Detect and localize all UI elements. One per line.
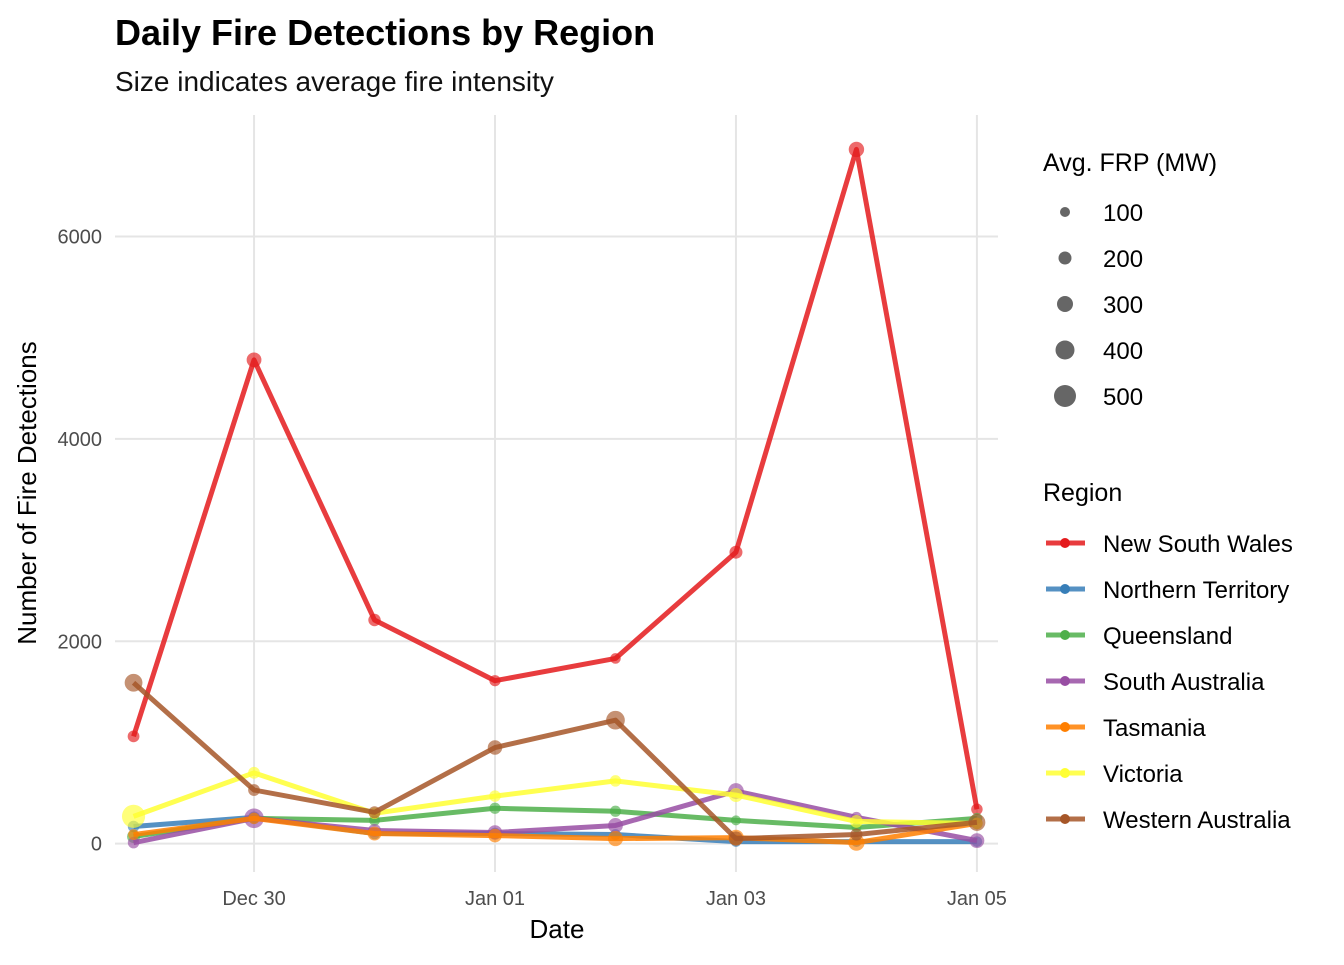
data-point bbox=[728, 831, 744, 846]
data-point bbox=[248, 766, 260, 779]
data-point bbox=[121, 804, 146, 828]
size-legend-key bbox=[1054, 385, 1076, 407]
data-point bbox=[606, 710, 625, 730]
color-legend-label: Queensland bbox=[1103, 623, 1232, 650]
color-legend-dot bbox=[1060, 768, 1070, 778]
data-point bbox=[729, 545, 743, 559]
series-western-australia bbox=[124, 673, 986, 846]
y-tick-label: 0 bbox=[91, 834, 102, 856]
color-legend-label: New South Wales bbox=[1103, 531, 1293, 558]
color-legend-label: South Australia bbox=[1103, 669, 1265, 696]
x-tick-label: Jan 03 bbox=[706, 888, 766, 910]
y-tick-label: 6000 bbox=[58, 226, 103, 248]
data-point bbox=[127, 730, 140, 743]
data-point bbox=[607, 831, 624, 847]
series-line bbox=[132, 770, 977, 826]
series-line bbox=[131, 146, 980, 810]
chart-title: Daily Fire Detections by Region bbox=[115, 12, 655, 53]
data-point bbox=[489, 790, 501, 802]
color-legend-item: Queensland bbox=[1046, 623, 1232, 650]
color-legend-title: Region bbox=[1043, 479, 1122, 507]
data-point bbox=[971, 803, 983, 816]
data-point bbox=[729, 788, 743, 803]
data-point bbox=[609, 775, 622, 787]
data-point bbox=[730, 815, 741, 826]
data-point bbox=[609, 805, 622, 817]
size-legend-label: 200 bbox=[1103, 246, 1143, 273]
data-point bbox=[368, 613, 381, 627]
size-legend-item: 300 bbox=[1057, 292, 1143, 319]
data-point bbox=[968, 813, 986, 831]
x-axis-label: Date bbox=[530, 914, 585, 944]
size-legend-item: 400 bbox=[1055, 338, 1143, 365]
data-point bbox=[246, 352, 262, 368]
size-legend: 100 200 300 400 500 bbox=[1054, 200, 1143, 411]
x-tick-label: Dec 30 bbox=[222, 888, 285, 910]
color-legend-item: Victoria bbox=[1046, 761, 1183, 788]
chart-subtitle: Size indicates average fire intensity bbox=[115, 66, 554, 97]
size-legend-item: 100 bbox=[1060, 200, 1143, 227]
data-point bbox=[608, 818, 623, 833]
size-legend-label: 400 bbox=[1103, 338, 1143, 365]
data-point bbox=[124, 673, 143, 692]
y-axis-label: Number of Fire Detections bbox=[12, 341, 42, 644]
data-point bbox=[368, 806, 381, 819]
color-legend-item: Northern Territory bbox=[1046, 577, 1289, 604]
x-axis-ticks: Dec 30 Jan 01 Jan 03 Jan 05 bbox=[222, 888, 1007, 910]
color-legend-dot bbox=[1060, 630, 1070, 640]
color-legend: New South Wales Northern Territory Queensl… bbox=[1046, 531, 1293, 834]
size-legend-label: 500 bbox=[1103, 384, 1143, 411]
color-legend-dot bbox=[1060, 722, 1070, 732]
legend: Avg. FRP (MW) 100 200 300 400 500 Region New… bbox=[1043, 149, 1293, 834]
data-point bbox=[248, 784, 260, 796]
color-legend-item: Western Australia bbox=[1046, 807, 1291, 834]
data-point bbox=[127, 836, 140, 849]
color-legend-dot bbox=[1060, 538, 1070, 548]
y-axis-ticks: 0 2000 4000 6000 bbox=[58, 226, 103, 855]
data-point bbox=[489, 675, 501, 687]
color-legend-label: Tasmania bbox=[1103, 715, 1206, 742]
data-point bbox=[489, 802, 501, 814]
data-point bbox=[248, 812, 260, 825]
size-legend-item: 200 bbox=[1058, 246, 1143, 273]
data-point bbox=[367, 826, 382, 841]
color-legend-dot bbox=[1060, 814, 1070, 824]
color-legend-dot bbox=[1060, 676, 1070, 686]
color-legend-label: Western Australia bbox=[1103, 807, 1291, 834]
size-legend-title: Avg. FRP (MW) bbox=[1043, 149, 1217, 177]
data-point bbox=[487, 740, 503, 755]
data-point bbox=[610, 653, 621, 664]
size-legend-label: 100 bbox=[1103, 200, 1143, 227]
y-tick-label: 2000 bbox=[58, 631, 103, 653]
series-new-south-wales bbox=[127, 141, 983, 816]
color-legend-item: South Australia bbox=[1046, 669, 1265, 696]
color-legend-dot bbox=[1060, 584, 1070, 594]
data-point bbox=[969, 833, 985, 849]
size-legend-key bbox=[1055, 340, 1075, 360]
color-legend-item: Tasmania bbox=[1046, 715, 1206, 742]
data-point bbox=[488, 828, 502, 843]
color-legend-label: Northern Territory bbox=[1103, 577, 1289, 604]
x-tick-label: Jan 01 bbox=[465, 888, 525, 910]
series-line bbox=[133, 815, 978, 846]
series-layer bbox=[121, 141, 986, 851]
color-legend-item: New South Wales bbox=[1046, 531, 1293, 558]
size-legend-item: 500 bbox=[1054, 384, 1143, 411]
series-line bbox=[131, 680, 978, 842]
data-point bbox=[850, 815, 863, 828]
x-tick-label: Jan 05 bbox=[947, 888, 1007, 910]
data-point bbox=[850, 828, 863, 841]
size-legend-label: 300 bbox=[1103, 292, 1143, 319]
size-legend-key bbox=[1057, 296, 1073, 312]
data-point bbox=[848, 141, 865, 158]
data-point bbox=[128, 829, 140, 841]
grid-lines bbox=[115, 115, 998, 872]
size-legend-key bbox=[1060, 207, 1070, 217]
y-tick-label: 4000 bbox=[58, 429, 103, 451]
size-legend-key bbox=[1058, 251, 1072, 265]
color-legend-label: Victoria bbox=[1103, 761, 1183, 788]
